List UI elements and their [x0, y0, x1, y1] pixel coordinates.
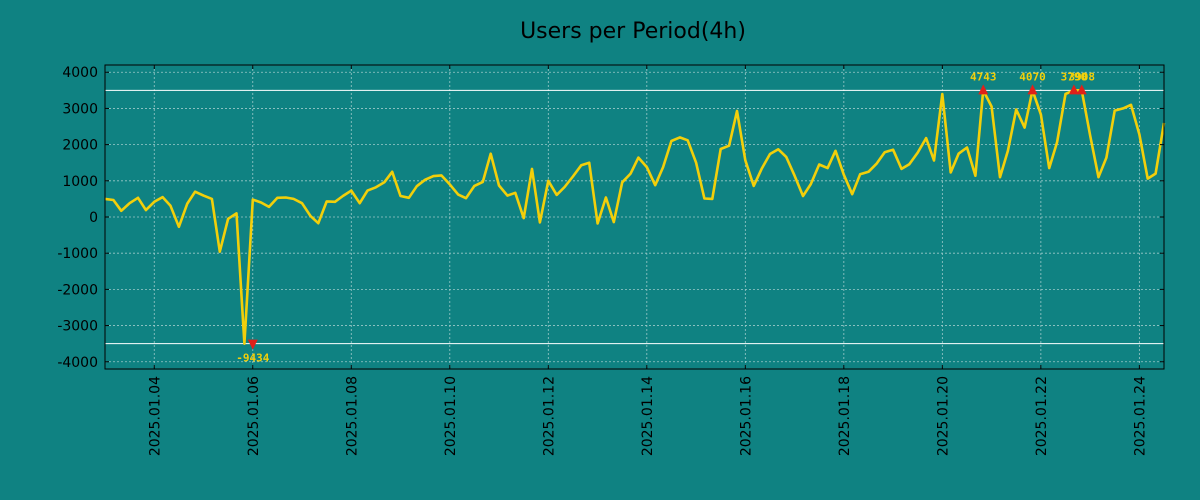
x-tick-label: 2025.01.10	[443, 376, 459, 456]
y-tick-label: -2000	[57, 282, 98, 298]
x-tick-label: 2025.01.24	[1132, 376, 1148, 456]
peak-marker	[978, 84, 989, 95]
peak-marker	[1076, 84, 1087, 95]
trough-label: -9434	[236, 352, 269, 365]
x-tick-label: 2025.01.08	[344, 376, 360, 456]
series-layer	[104, 89, 1166, 346]
x-tick-label: 2025.01.12	[541, 376, 557, 456]
peak-label: 3908	[1068, 70, 1095, 83]
reference-lines	[105, 89, 1164, 345]
x-tick-label: 2025.01.14	[640, 376, 656, 456]
peak-marker	[1068, 84, 1079, 95]
peak-label: 4743	[970, 70, 997, 83]
x-tick-label: 2025.01.04	[147, 376, 163, 456]
y-tick-label: 3000	[62, 101, 98, 117]
x-tick-label: 2025.01.06	[246, 376, 262, 456]
x-axis: 2025.01.04 2025.01.06 2025.01.08 2025.01.10…	[147, 65, 1148, 456]
y-tick-label: 0	[89, 210, 98, 226]
peak-label: 3790	[1061, 70, 1088, 83]
x-tick-label: 2025.01.22	[1034, 376, 1050, 456]
y-tick-label: -4000	[57, 355, 98, 371]
y-tick-label: -3000	[57, 319, 98, 335]
y-tick-label: 1000	[62, 174, 98, 190]
x-tick-label: 2025.01.20	[935, 376, 951, 456]
users-series-line	[104, 89, 1166, 346]
x-tick-label: 2025.01.16	[738, 376, 754, 456]
trough-marker	[247, 339, 258, 350]
peak-markers	[247, 84, 1087, 350]
y-tick-label: 2000	[62, 138, 98, 154]
peak-label: 4070	[1019, 70, 1046, 83]
grid	[105, 65, 1164, 369]
y-axis: 4000 3000 2000 1000 0 -1000 -2000 -3000 -4000	[57, 65, 1164, 371]
peak-marker	[1027, 84, 1038, 95]
y-tick-label: -1000	[57, 246, 98, 262]
chart-title: Users per Period(4h)	[520, 19, 746, 44]
x-tick-label: 2025.01.18	[837, 376, 853, 456]
y-tick-label: 4000	[62, 65, 98, 81]
